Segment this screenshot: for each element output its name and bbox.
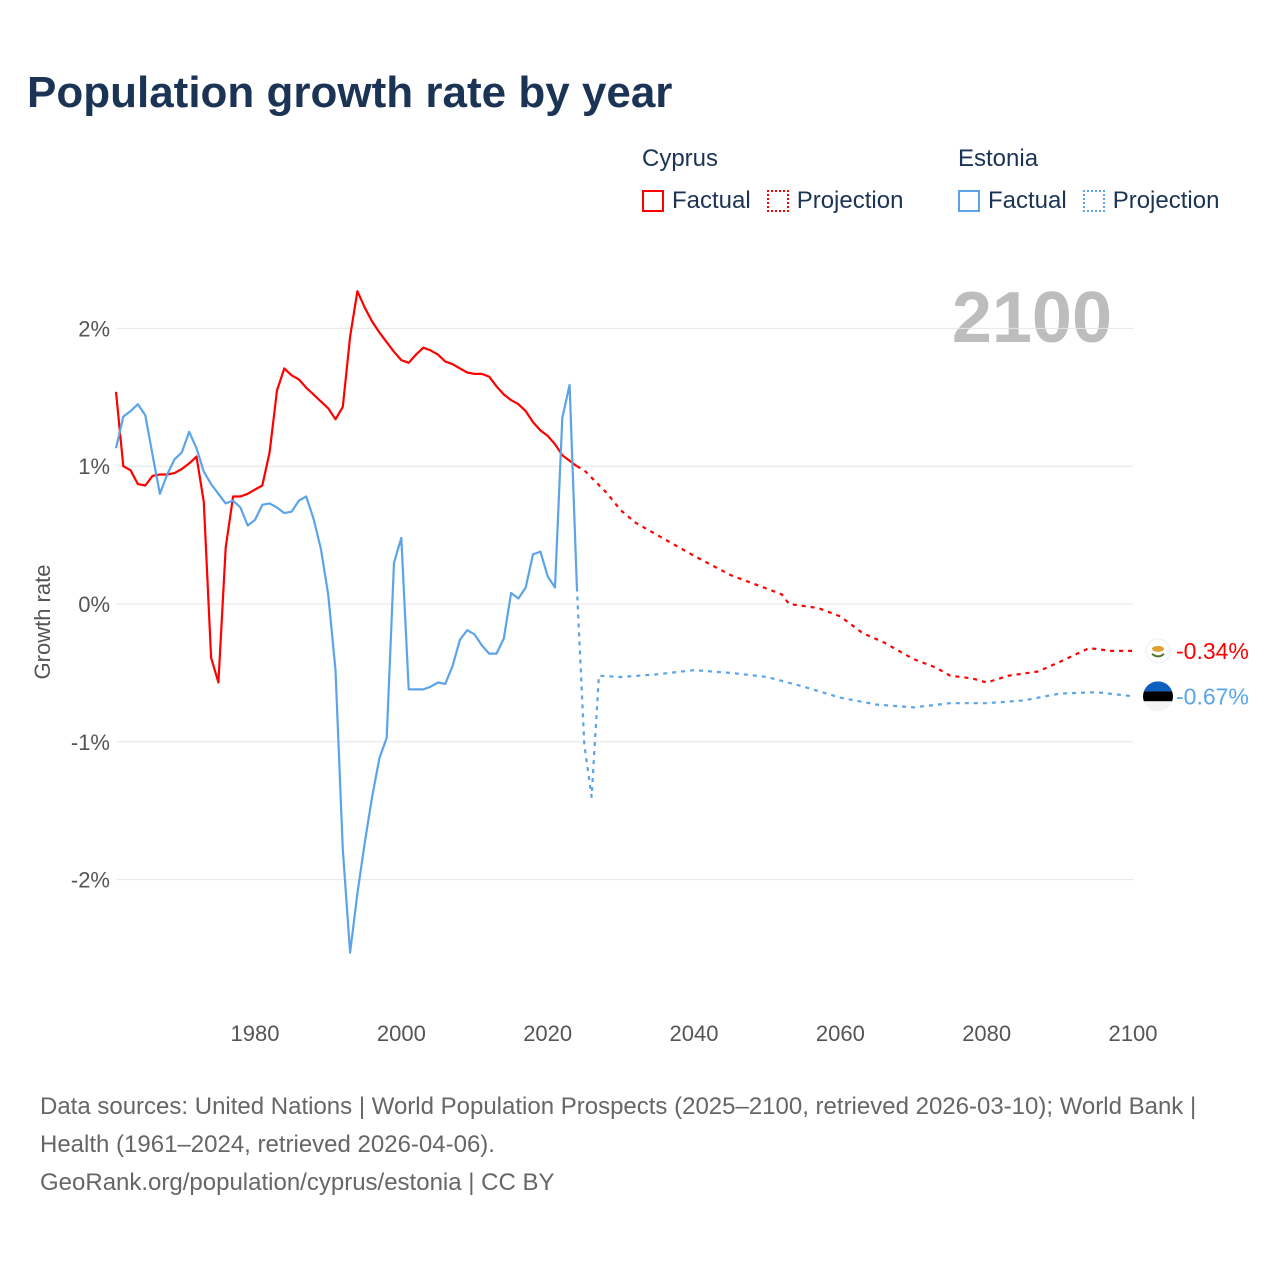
legend-cyprus: Cyprus Factual Projection	[642, 145, 919, 215]
legend-label: Projection	[1112, 187, 1220, 214]
legend-country-label: Estonia	[958, 145, 1039, 172]
source-link[interactable]: GeoRank.org/population/cyprus/estonia | …	[40, 1169, 555, 1196]
x-tick-label: 2100	[1109, 1021, 1158, 1046]
legend-label: Factual	[988, 187, 1067, 214]
x-tick-label: 2020	[523, 1021, 572, 1046]
legend-swatch-solid	[958, 190, 980, 212]
chart-plot: 2100 2% 1% 0% -1% -2% 1980 2000 2020 2040 2060 208…	[30, 278, 1249, 1046]
end-value-label: -0.34%	[1176, 638, 1249, 664]
legend-estonia: Estonia Factual Projection	[958, 145, 1235, 215]
y-tick-label: 1%	[78, 454, 110, 479]
legend-swatch-dotted	[766, 190, 789, 212]
x-tick-label: 1980	[231, 1021, 280, 1046]
legend-label: Factual	[672, 187, 751, 214]
series-line-estonia-factual	[114, 383, 578, 954]
legend-swatch-dotted	[1082, 190, 1105, 212]
y-tick-label: -1%	[71, 730, 110, 755]
chart-title: Population growth rate by year	[27, 68, 673, 117]
footer: Data sources: United Nations | World Pop…	[40, 1088, 1240, 1202]
cyprus-flag-icon	[1145, 638, 1171, 664]
legend-swatch-solid	[642, 190, 664, 212]
y-tick-label: 0%	[78, 592, 110, 617]
year-display: 2100	[952, 278, 1112, 358]
legend-cyprus-factual[interactable]: Factual	[642, 187, 751, 215]
x-tick-label: 2080	[962, 1021, 1011, 1046]
x-tick-label: 2040	[670, 1021, 719, 1046]
series-line-estonia-projection	[575, 587, 1134, 799]
x-tick-label: 2060	[816, 1021, 865, 1046]
data-sources: Data sources: United Nations | World Pop…	[40, 1093, 1197, 1158]
legend-cyprus-projection[interactable]: Projection	[766, 187, 904, 215]
legend-country-label: Cyprus	[642, 145, 719, 172]
series-line-cyprus-factual	[114, 290, 578, 684]
estonia-flag-icon	[1143, 681, 1173, 712]
end-value-label: -0.67%	[1176, 683, 1249, 709]
x-tick-label: 2000	[377, 1021, 426, 1046]
series-line-cyprus-projection	[576, 465, 1133, 684]
y-tick-label: -2%	[71, 868, 110, 893]
legend-estonia-factual[interactable]: Factual	[958, 187, 1067, 215]
y-tick-label: 2%	[78, 316, 110, 341]
y-axis-label: Growth rate	[30, 565, 55, 680]
legend-estonia-projection[interactable]: Projection	[1082, 187, 1220, 215]
legend-label: Projection	[796, 187, 904, 214]
